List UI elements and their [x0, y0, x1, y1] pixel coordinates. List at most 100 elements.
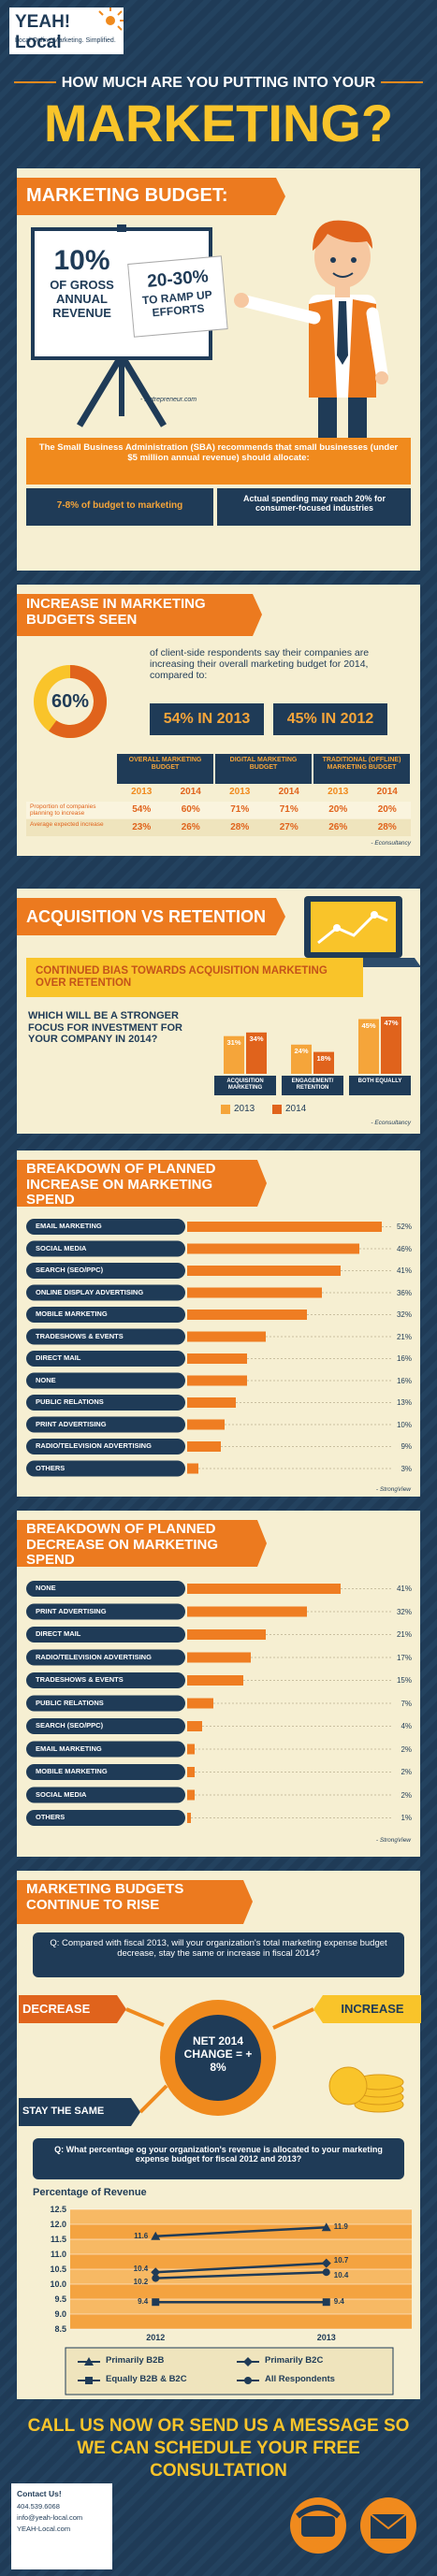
data-label: 10.4 [333, 2271, 349, 2280]
contact-email: info@yeah-local.com [17, 2513, 83, 2522]
bar [187, 1441, 221, 1452]
bar-label: NONE [36, 1375, 56, 1384]
label-pill [26, 1787, 185, 1803]
source: - Entrepreneur.com [140, 397, 197, 403]
legend-box [65, 2347, 394, 2395]
table-header [215, 754, 312, 784]
data-label: 10.2 [133, 2277, 149, 2286]
value-label: 47% [384, 1018, 399, 1027]
bar-label: PRINT ADVERTISING [36, 1606, 107, 1615]
donut-label: 60% [51, 691, 90, 712]
bar [187, 1698, 213, 1709]
x-tick-label: 2012 [146, 2333, 166, 2342]
bar [187, 1721, 202, 1731]
table-group: TRADITIONAL (OFFLINE) MARKETING BUDGET [322, 757, 401, 772]
value-label: 52% [396, 1223, 412, 1231]
allocation: 7-8% of budget to marketing [56, 500, 183, 511]
bar-label: PRINT ADVERTISING [36, 1419, 107, 1428]
sba-box [26, 438, 411, 485]
value-label: 4% [401, 1722, 412, 1730]
call-to-action: CALL US NOW OR SEND US A MESSAGE SO WE C… [27, 2416, 410, 2481]
line [155, 2262, 327, 2274]
sba-note: The Small Business Administration (SBA) … [38, 442, 399, 463]
value-label: 21% [396, 1332, 412, 1341]
coins [328, 2066, 404, 2113]
donut-arc [49, 665, 107, 738]
data-label: 9.4 [138, 2297, 149, 2307]
category-pill [214, 1076, 276, 1095]
value-label: 10% [396, 1420, 412, 1429]
value-label: 46% [396, 1244, 412, 1253]
table-header [117, 754, 213, 784]
marker [321, 2258, 331, 2268]
y-tick-label: 9.0 [54, 2309, 66, 2319]
label-pill [26, 1718, 185, 1734]
bar-label: DIRECT MAIL [36, 1353, 81, 1362]
data-label: 10.4 [133, 2265, 149, 2274]
value-label: 18% [316, 1053, 331, 1063]
line [155, 2270, 327, 2279]
table-cell: 26% [181, 822, 200, 832]
bar-label: MOBILE MARKETING [36, 1310, 108, 1318]
label-pill [26, 1764, 185, 1780]
bar [187, 1463, 198, 1474]
value-label: 2% [401, 1790, 412, 1800]
label-pill [26, 1439, 185, 1454]
value-label: 3% [401, 1464, 412, 1473]
bar [187, 1287, 322, 1298]
table-year: 2014 [278, 787, 299, 797]
value-label: 13% [396, 1398, 412, 1407]
label-pill [26, 1741, 185, 1758]
compare-box [150, 703, 264, 735]
decrease-tag [19, 1995, 126, 2023]
net-core [175, 2015, 261, 2101]
increase-label: INCREASE [341, 2002, 404, 2016]
y-tick-label: 11.5 [50, 2235, 66, 2244]
marker [322, 2268, 330, 2277]
table-cell: 71% [230, 804, 250, 815]
table-cell: 26% [328, 822, 348, 832]
table-group: DIGITAL MARKETING BUDGET [229, 757, 298, 772]
band [70, 2209, 412, 2224]
source: - Econsultancy [371, 840, 411, 847]
legend-label: Primarily B2C [265, 2355, 324, 2366]
value-label: 2% [401, 1744, 412, 1754]
value-label: 41% [396, 1266, 412, 1275]
table-cell: 27% [279, 822, 299, 832]
row-label: Average expected increase [30, 821, 104, 828]
value-label: 16% [396, 1376, 412, 1385]
table-cell: 71% [279, 804, 299, 815]
table-cell: 28% [230, 822, 250, 832]
label-pill [26, 1284, 185, 1301]
table-year: 2013 [131, 787, 153, 797]
value-label: 2% [401, 1768, 412, 1776]
connectors [125, 2007, 314, 2114]
x-tick-label: ENGAGEMENT/ RETENTION [291, 1078, 334, 1091]
tagline: Local Online Marketing. Simplified. [15, 37, 116, 44]
label-pill [26, 1603, 185, 1620]
legend-marker [84, 2357, 94, 2366]
mail-icon [360, 2497, 416, 2554]
bar-label: SEARCH (SEO/PPC) [36, 1721, 104, 1729]
bar-label: OTHERS [36, 1463, 66, 1472]
bar [187, 1584, 341, 1594]
value-label: 41% [396, 1585, 412, 1593]
bar-label: PUBLIC RELATIONS [36, 1698, 104, 1707]
logo-box [9, 7, 124, 54]
question-box [33, 2138, 404, 2179]
stay-label: STAY THE SAME [22, 2106, 105, 2117]
phone-icon [290, 2497, 346, 2554]
legend-marker [244, 2377, 252, 2384]
x-tick-label: 2013 [316, 2333, 336, 2342]
bar [291, 1044, 312, 1074]
bar-label: EMAIL MARKETING [36, 1744, 102, 1753]
marker [151, 2267, 161, 2278]
label-pill [26, 1695, 185, 1712]
label-pill [26, 1810, 185, 1826]
bar-label: RADIO/TELEVISION ADVERTISING [36, 1652, 152, 1661]
data-label: 11.6 [134, 2231, 149, 2240]
y-tick-label: 11.0 [50, 2250, 66, 2259]
heading-bars [17, 178, 285, 1924]
marker [322, 2298, 330, 2307]
value-label: 1% [401, 1814, 412, 1822]
